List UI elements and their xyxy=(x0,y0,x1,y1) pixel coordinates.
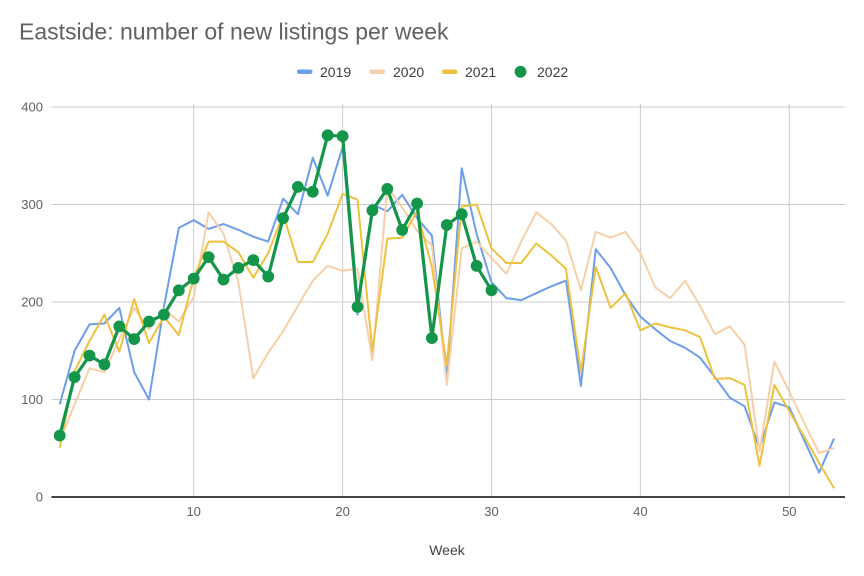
svg-text:200: 200 xyxy=(21,295,43,310)
svg-text:0: 0 xyxy=(36,490,43,505)
svg-text:100: 100 xyxy=(21,392,43,407)
svg-text:2022: 2022 xyxy=(537,64,568,80)
svg-text:40: 40 xyxy=(633,504,647,519)
svg-text:30: 30 xyxy=(484,504,498,519)
svg-text:2020: 2020 xyxy=(393,64,424,80)
svg-text:300: 300 xyxy=(21,197,43,212)
svg-text:2019: 2019 xyxy=(320,64,351,80)
svg-text:10: 10 xyxy=(186,504,200,519)
svg-text:20: 20 xyxy=(335,504,349,519)
svg-text:Eastside: number of new listin: Eastside: number of new listings per wee… xyxy=(19,19,449,45)
svg-text:2021: 2021 xyxy=(465,64,496,80)
svg-text:400: 400 xyxy=(21,100,43,115)
svg-text:Week: Week xyxy=(429,542,466,558)
svg-text:50: 50 xyxy=(782,504,796,519)
